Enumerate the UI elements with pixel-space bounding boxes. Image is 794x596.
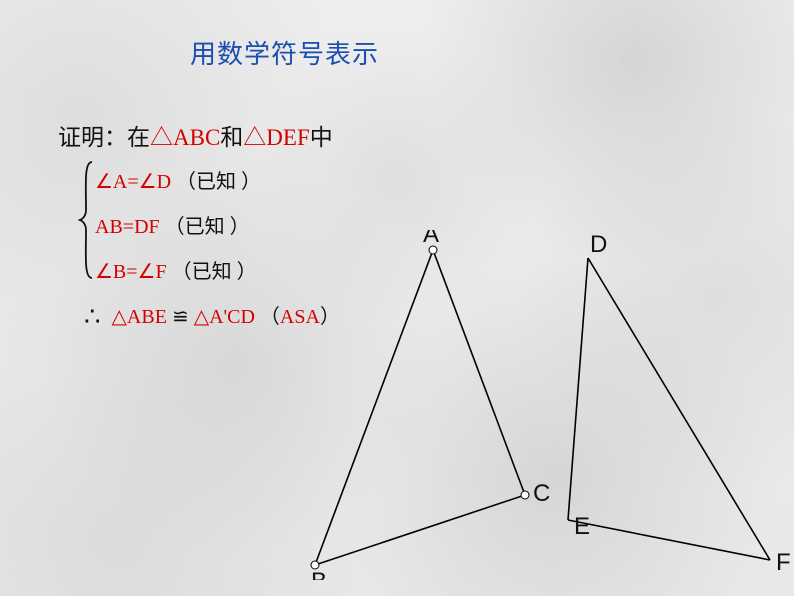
text-segment: （ <box>260 306 280 328</box>
svg-text:F: F <box>776 549 791 576</box>
text-segment: △ABC <box>150 125 220 150</box>
svg-text:B: B <box>311 568 327 580</box>
condition-line-3: ∠B=∠F （已知 ） <box>95 255 257 284</box>
text-segment: AB=DF <box>95 216 160 238</box>
text-segment: （已知 ） <box>165 216 250 238</box>
text-segment: △A'CD <box>194 306 255 328</box>
triangles-diagram: A B C D E F <box>300 230 794 580</box>
condition-line-2: AB=DF （已知 ） <box>95 210 250 239</box>
text-segment: △ABE <box>112 306 167 328</box>
svg-text:D: D <box>590 231 607 258</box>
therefore-symbol: ∴ <box>84 302 101 331</box>
svg-text:C: C <box>533 480 550 507</box>
condition-line-1: ∠A=∠D （已知 ） <box>95 165 261 194</box>
text-segment: ≌ <box>172 306 189 328</box>
svg-text:E: E <box>574 513 590 540</box>
svg-text:A: A <box>423 230 439 248</box>
text-segment: 证明：在 <box>58 125 150 150</box>
text-segment: 中 <box>310 125 333 150</box>
text-segment: ∠B=∠F <box>95 261 167 283</box>
text-segment: △DEF <box>243 125 309 150</box>
page-title: 用数学符号表示 <box>190 34 379 71</box>
text-segment: ∠A=∠D <box>95 171 171 193</box>
text-segment: （已知 ） <box>176 171 261 193</box>
text-segment: 和 <box>220 125 243 150</box>
text-segment: （已知 ） <box>172 261 257 283</box>
proof-intro-line: 证明：在△ABC和△DEF中 <box>58 118 333 152</box>
